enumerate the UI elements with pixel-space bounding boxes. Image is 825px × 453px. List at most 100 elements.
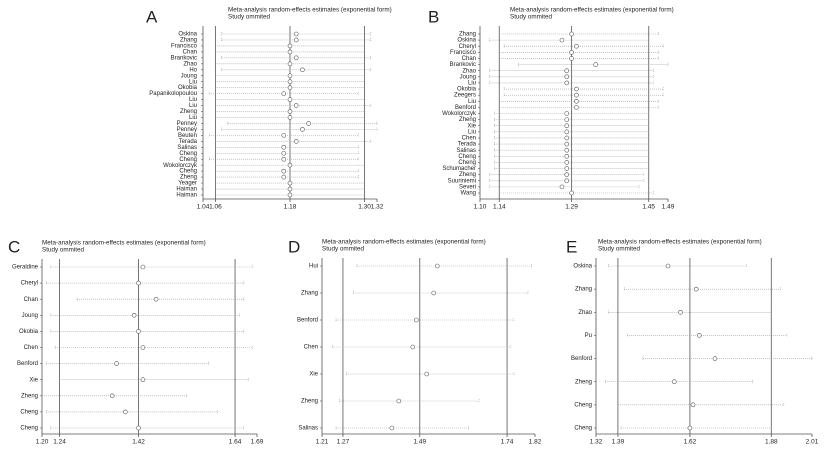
x-tick-label: 1.82 [529,439,542,446]
estimate-point [564,80,570,86]
estimate-point [293,37,299,43]
study-name: Francisco [171,44,198,50]
panel-subtitle: Study ommited [228,14,270,21]
estimate-point [569,31,574,37]
ci-line [59,377,249,382]
estimate-point [564,172,570,177]
ci-line [489,185,640,189]
estimate-point [564,141,570,147]
study-name: Francisco [450,50,477,56]
ci-line [498,99,659,104]
estimate-point [287,61,293,67]
panel-subtitle: Study ommited [322,246,364,253]
x-tick-label: 1.06 [209,204,222,211]
ci-line [623,287,781,291]
study-name: Okobia [19,329,39,335]
study-name: Zeegers [454,93,476,99]
x-tick-label: 1.62 [684,439,697,446]
study-name: Zhao [183,61,197,67]
study-name: Benford [571,356,592,362]
estimate-point [564,68,570,73]
estimate-point [678,309,683,315]
estimate-point [109,393,115,399]
estimate-point [287,180,293,186]
ci-line [221,67,372,72]
study-name: Brankovic [450,62,476,68]
estimate-point [281,150,287,156]
study-name: Cheng [20,409,38,415]
ci-line [50,329,245,334]
estimate-point [564,147,570,153]
ci-line [46,281,245,285]
study-name: Cheng [179,169,197,175]
panel-label: C [8,237,20,256]
estimate-point [559,184,565,190]
study-name: Liu [189,115,197,121]
ci-line [494,154,650,159]
x-tick-label: 1.27 [337,439,350,446]
study-name: Liu [189,103,197,109]
study-name: Haiman [176,193,197,199]
estimate-point [281,91,287,96]
ci-line [54,345,253,350]
ci-line [339,399,480,403]
estimate-point [687,425,693,431]
ci-line [503,93,664,97]
estimate-point [574,43,579,49]
ci-line [50,265,253,269]
x-tick-label: 1.64 [229,439,242,446]
estimate-point [564,166,570,171]
estimate-point [114,361,119,366]
ci-line [627,333,788,338]
estimate-point [574,86,579,92]
x-tick-label: 1.69 [251,439,264,446]
x-tick-label: 2.01 [806,439,819,446]
estimate-point [697,333,702,338]
estimate-point [287,79,293,85]
study-name: Cheng [179,157,197,163]
x-tick-label: 1.20 [36,439,49,446]
ci-line [494,117,650,122]
estimate-point [281,156,287,162]
study-name: Zhang [459,32,476,38]
ci-line [489,68,654,73]
study-name: Terada [179,139,198,145]
estimate-point [293,55,299,61]
panel-title: Meta-analysis random-effects estimates (… [598,239,762,246]
estimate-point [593,62,598,67]
x-tick-label: 1.74 [501,439,514,446]
ci-line [498,105,659,110]
study-name: Chan [183,49,197,55]
study-name: Cheng [574,426,592,432]
ci-line [498,50,659,55]
study-name: Yeager [178,181,197,187]
x-tick-label: 1.49 [413,439,426,446]
estimate-point [564,123,570,129]
ci-line [489,178,645,183]
x-tick-label: 1.39 [612,439,625,446]
study-name: Chen [462,136,476,142]
ci-line [642,356,813,361]
ci-line [494,166,650,171]
estimate-point [300,67,305,73]
ci-line [617,403,785,407]
estimate-point [131,312,137,318]
ci-line [620,426,772,430]
ci-line [494,160,650,165]
study-name: Zheng [180,109,197,115]
ci-line [518,62,669,67]
panel-subtitle: Study ommited [510,14,552,21]
study-name: Papanikolopoulou [149,91,197,97]
estimate-point [564,129,570,135]
estimate-point [287,115,293,120]
ci-line [494,123,650,128]
estimate-point [424,371,430,377]
ci-line [498,191,654,195]
ci-line [489,75,654,79]
study-name: Liu [468,81,476,87]
x-tick-label: 1.49 [662,204,675,211]
ci-line [498,56,659,61]
study-name: Chan [24,297,38,303]
estimate-point [287,186,293,192]
x-tick-label: 1.21 [316,439,329,446]
